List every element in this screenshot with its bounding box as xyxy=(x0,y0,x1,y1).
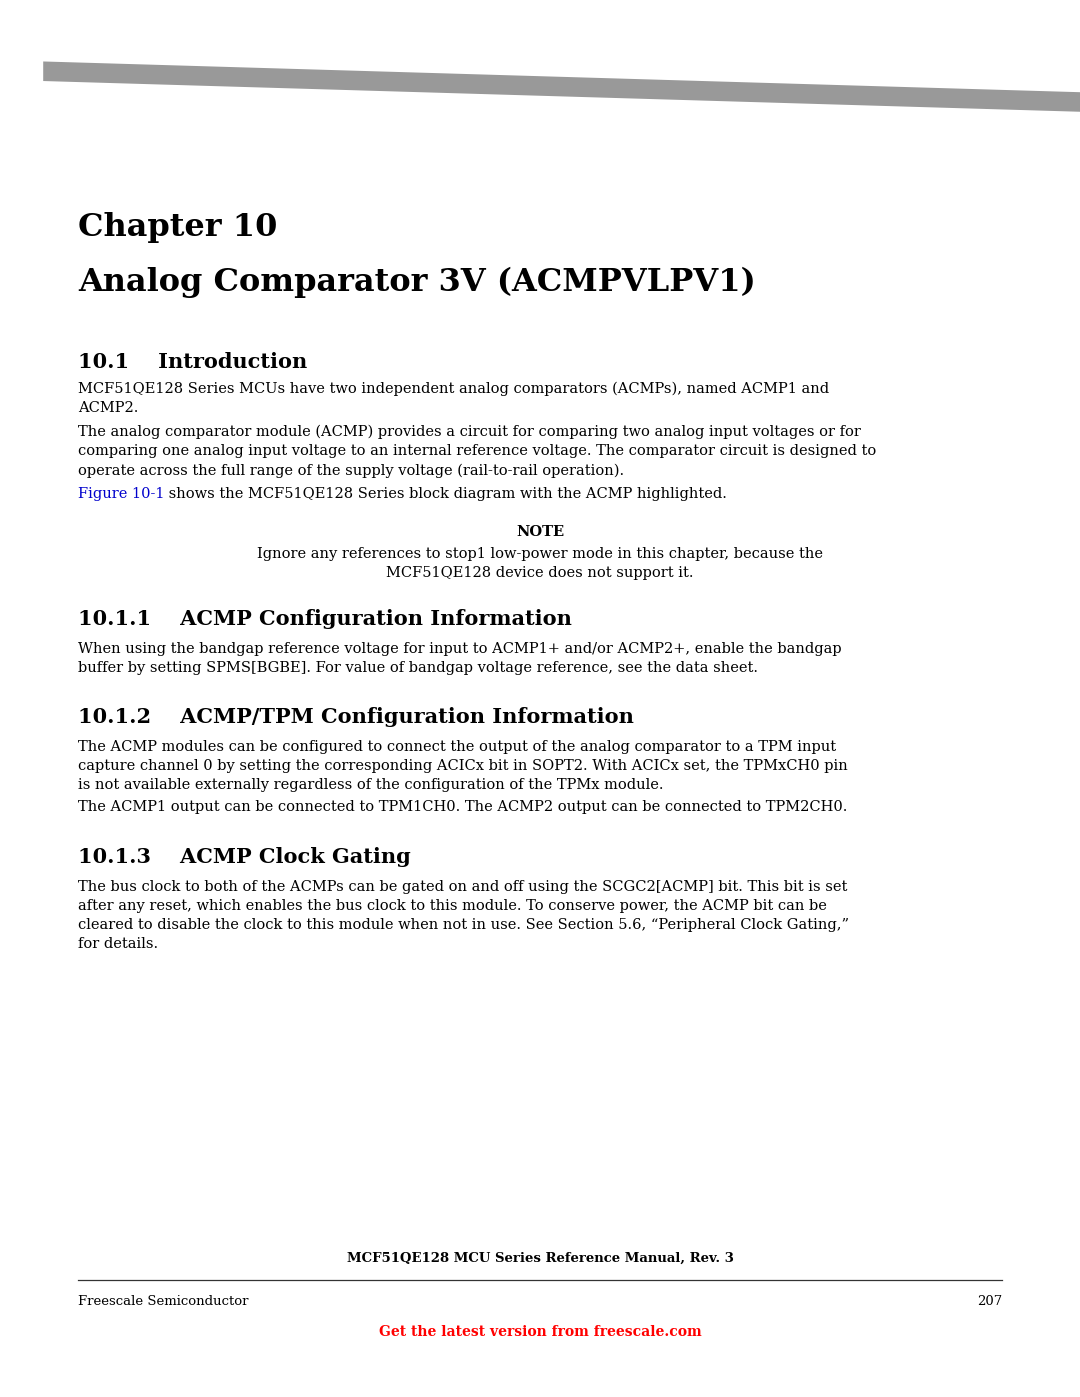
Text: Chapter 10: Chapter 10 xyxy=(78,212,278,243)
Text: The bus clock to both of the ACMPs can be gated on and off using the SCGC2[ACMP]: The bus clock to both of the ACMPs can b… xyxy=(78,880,849,951)
Text: 10.1    Introduction: 10.1 Introduction xyxy=(78,352,307,372)
Text: 207: 207 xyxy=(976,1295,1002,1308)
Text: Analog Comparator 3V (ACMPVLPV1): Analog Comparator 3V (ACMPVLPV1) xyxy=(78,267,756,298)
Text: Freescale Semiconductor: Freescale Semiconductor xyxy=(78,1295,248,1308)
Polygon shape xyxy=(43,61,1080,112)
Text: Ignore any references to stop1 low-power mode in this chapter, because the
MCF51: Ignore any references to stop1 low-power… xyxy=(257,548,823,580)
Text: When using the bandgap reference voltage for input to ACMP1+ and/or ACMP2+, enab: When using the bandgap reference voltage… xyxy=(78,643,841,675)
Text: 10.1.2    ACMP/TPM Configuration Information: 10.1.2 ACMP/TPM Configuration Informatio… xyxy=(78,707,634,726)
Text: MCF51QE128 Series MCUs have two independent analog comparators (ACMPs), named AC: MCF51QE128 Series MCUs have two independ… xyxy=(78,381,829,415)
Text: The ACMP1 output can be connected to TPM1CH0. The ACMP2 output can be connected : The ACMP1 output can be connected to TPM… xyxy=(78,800,848,814)
Text: Figure 10-1: Figure 10-1 xyxy=(78,488,164,502)
Text: 10.1.3    ACMP Clock Gating: 10.1.3 ACMP Clock Gating xyxy=(78,847,410,868)
Text: Get the latest version from freescale.com: Get the latest version from freescale.co… xyxy=(379,1324,701,1338)
Text: 10.1.1    ACMP Configuration Information: 10.1.1 ACMP Configuration Information xyxy=(78,609,572,629)
Text: The analog comparator module (ACMP) provides a circuit for comparing two analog : The analog comparator module (ACMP) prov… xyxy=(78,425,876,478)
Text: MCF51QE128 MCU Series Reference Manual, Rev. 3: MCF51QE128 MCU Series Reference Manual, … xyxy=(347,1252,733,1266)
Text: The ACMP modules can be configured to connect the output of the analog comparato: The ACMP modules can be configured to co… xyxy=(78,740,848,792)
Text: NOTE: NOTE xyxy=(516,525,564,539)
Text: shows the MCF51QE128 Series block diagram with the ACMP highlighted.: shows the MCF51QE128 Series block diagra… xyxy=(164,488,727,502)
